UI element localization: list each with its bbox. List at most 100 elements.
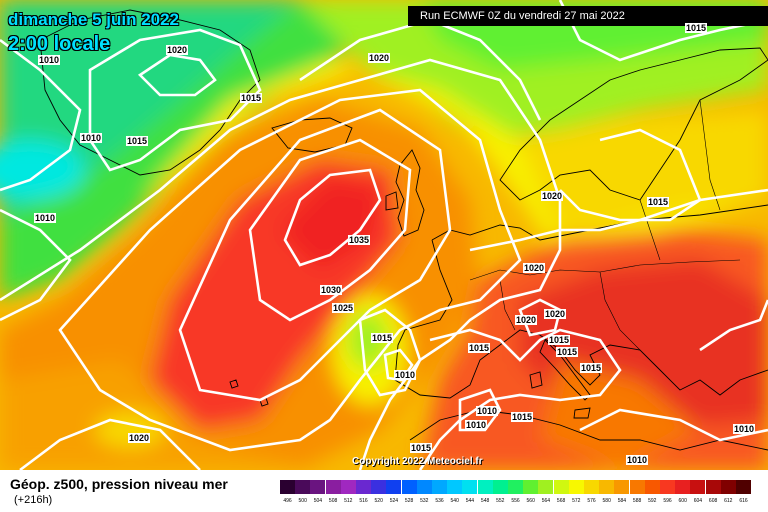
scale-swatch: [447, 480, 463, 494]
scale-value-label: 524: [389, 498, 399, 504]
scale-value-label: 592: [648, 498, 657, 504]
scale-value-label: 540: [450, 498, 459, 504]
scale-value-label: 572: [572, 498, 581, 504]
scale-value-label: 536: [435, 498, 444, 504]
isobar-label: 1015: [580, 363, 603, 373]
scale-value-label: 512: [344, 498, 353, 504]
forecast-date: dimanche 5 juin 2022: [8, 10, 180, 29]
forecast-local-time: 2:00 locale: [8, 33, 111, 55]
scale-swatch: [477, 480, 493, 494]
scale-value-label: 612: [724, 498, 733, 504]
weather-map: [0, 0, 768, 470]
isobar-label: 1015: [685, 23, 708, 33]
scale-value-label: 596: [663, 498, 672, 504]
scale-value-label: 584: [617, 498, 627, 504]
scale-swatch: [614, 480, 630, 494]
scale-value-label: 508: [328, 498, 338, 504]
isobar-label: 1020: [541, 191, 564, 201]
scale-swatch: [690, 480, 706, 494]
scale-swatch: [280, 480, 295, 494]
scale-swatch: [371, 480, 387, 494]
scale-swatch: [356, 480, 371, 494]
scale-swatch: [523, 480, 539, 494]
scale-swatch: [644, 480, 660, 494]
isobar-label: 1020: [128, 433, 151, 443]
scale-swatch: [553, 480, 569, 494]
scale-swatch: [675, 480, 691, 494]
scale-value-label: 532: [420, 498, 429, 504]
forecast-lead-time: (+216h): [14, 494, 53, 506]
isobar-label: 1015: [371, 333, 394, 343]
isobar-label: 1020: [523, 263, 546, 273]
isobar-label: 1015: [468, 343, 491, 353]
isobar-label: 1020: [515, 315, 538, 325]
scale-value-label: 556: [511, 498, 520, 504]
scale-value-label: 560: [526, 498, 535, 504]
scale-swatch: [492, 480, 508, 494]
isobar-label: 1015: [647, 197, 670, 207]
isobar-label: 1015: [511, 412, 534, 422]
model-run-banner: Run ECMWF 0Z du vendredi 27 mai 2022: [408, 6, 768, 26]
isobar-label: 1020: [368, 53, 391, 63]
isobar-label: 1020: [544, 309, 567, 319]
scale-value-label: 576: [587, 498, 596, 504]
scale-value-label: 500: [298, 498, 307, 504]
isobar-label: 1010: [626, 455, 649, 465]
scale-swatch: [629, 480, 645, 494]
isobar-label: 1015: [548, 335, 571, 345]
scale-value-label: 516: [359, 498, 368, 504]
scale-value-label: 616: [739, 498, 748, 504]
scale-swatch: [310, 480, 326, 494]
isobar-label: 1030: [320, 285, 343, 295]
isobar-label: 1010: [80, 133, 103, 143]
scale-swatch: [736, 480, 751, 494]
copyright-notice: Copyright 2022 Meteociel.fr: [352, 456, 483, 467]
scale-swatch: [416, 480, 432, 494]
isobar-label: 1010: [394, 370, 417, 380]
scale-swatch: [568, 480, 584, 494]
scale-swatch: [720, 480, 736, 494]
scale-value-label: 588: [632, 498, 642, 504]
scale-swatch: [325, 480, 341, 494]
scale-value-label: 496: [283, 498, 292, 504]
scale-swatch: [584, 480, 599, 494]
scale-value-label: 528: [404, 498, 414, 504]
scale-value-label: 504: [313, 498, 323, 504]
scale-swatch: [295, 480, 311, 494]
legend-footer: Géop. z500, pression niveau mer (+216h) …: [0, 470, 768, 512]
map-variable-title: Géop. z500, pression niveau mer: [10, 476, 228, 492]
isobar-label: 1010: [465, 420, 488, 430]
scale-value-label: 552: [496, 498, 505, 504]
scale-swatch: [599, 480, 615, 494]
scale-value-label: 548: [480, 498, 490, 504]
isobar-label: 1015: [126, 136, 149, 146]
scale-value-label: 604: [693, 498, 703, 504]
scale-swatch: [462, 480, 478, 494]
scale-swatch: [538, 480, 554, 494]
isobar-label: 1015: [240, 93, 263, 103]
isobar-label: 1015: [410, 443, 433, 453]
isobar-label: 1035: [348, 235, 371, 245]
scale-swatch: [705, 480, 721, 494]
isobar-label: 1020: [166, 45, 189, 55]
isobar-label: 1015: [556, 347, 579, 357]
isobar-label: 1010: [476, 406, 499, 416]
isobar-label: 1010: [733, 424, 756, 434]
scale-value-label: 580: [602, 498, 611, 504]
scale-value-label: 520: [374, 498, 383, 504]
scale-value-label: 568: [556, 498, 566, 504]
scale-swatch: [432, 480, 447, 494]
scale-value-label: 564: [541, 498, 551, 504]
isobar-label: 1010: [38, 55, 61, 65]
scale-value-label: 608: [708, 498, 718, 504]
color-scale-legend: 496 500 504 508 512 516 520 524 528 532 536 540 544 5…: [280, 480, 760, 508]
scale-value-label: 600: [678, 498, 687, 504]
scale-swatch: [386, 480, 402, 494]
scale-swatch: [660, 480, 675, 494]
scale-value-label: 544: [465, 498, 475, 504]
geopotential-field: [0, 0, 768, 470]
scale-swatch: [508, 480, 523, 494]
isobar-label: 1010: [34, 213, 57, 223]
scale-swatch: [340, 480, 356, 494]
